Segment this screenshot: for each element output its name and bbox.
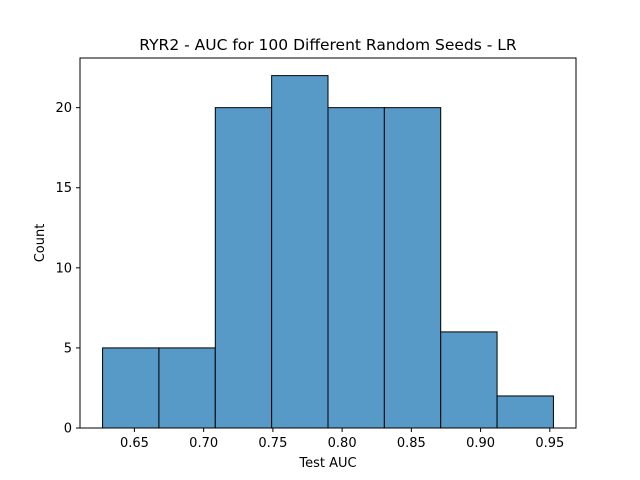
histogram-bar <box>214 107 273 429</box>
histogram-bar <box>383 107 442 429</box>
chart-title: RYR2 - AUC for 100 Different Random Seed… <box>139 36 517 54</box>
y-tick-label: 15 <box>55 181 72 196</box>
x-tick-label: 0.80 <box>328 436 357 451</box>
y-axis-ticks: 0 5 10 15 20 <box>55 101 80 437</box>
y-tick-label: 5 <box>64 341 72 356</box>
x-tick-label: 0.70 <box>189 436 218 451</box>
axes-frame <box>79 57 577 429</box>
x-axis-label: Test AUC <box>298 456 356 471</box>
x-tick-label: 0.85 <box>397 436 426 451</box>
histogram-bar <box>158 347 216 429</box>
histogram-bar <box>496 395 554 429</box>
x-tick-label: 0.65 <box>120 436 149 451</box>
x-tick-label: 0.90 <box>466 436 495 451</box>
y-tick-label: 20 <box>55 101 72 116</box>
bars-group <box>102 75 554 429</box>
x-tick-label: 0.95 <box>535 436 564 451</box>
y-tick-label: 0 <box>64 422 72 437</box>
histogram-bar <box>327 107 385 429</box>
histogram-bar <box>271 75 329 429</box>
histogram-bar <box>440 331 498 429</box>
x-tick-label: 0.75 <box>258 436 287 451</box>
y-axis-label: Count <box>33 224 48 263</box>
x-axis-ticks: 0.65 0.70 0.75 0.80 0.85 0.90 0.95 <box>120 428 564 451</box>
y-tick-label: 10 <box>55 261 72 276</box>
histogram-bar <box>102 347 160 429</box>
